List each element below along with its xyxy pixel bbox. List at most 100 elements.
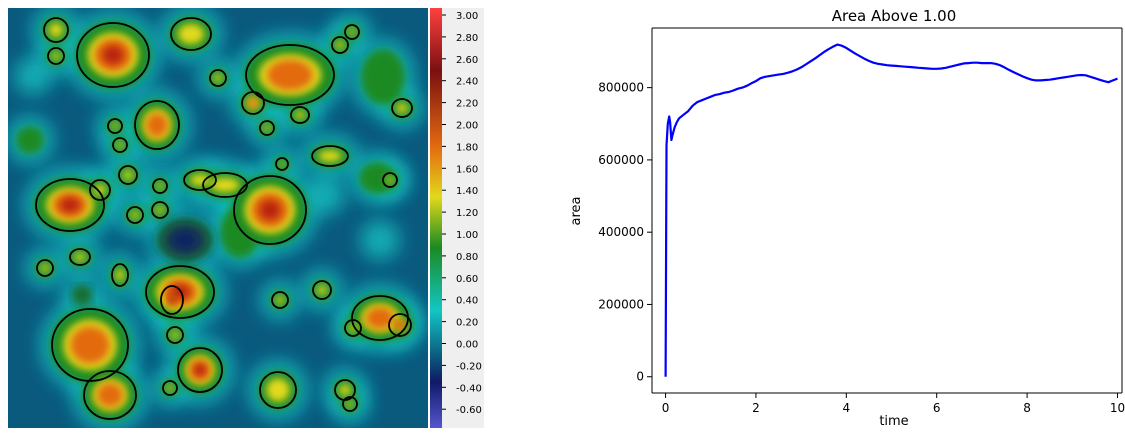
x-tick-label: 4	[843, 401, 851, 415]
contour-line	[202, 172, 248, 198]
contour-line	[107, 118, 123, 134]
y-tick-label: 400000	[598, 225, 644, 239]
field-core	[40, 263, 50, 273]
field-peak	[146, 112, 168, 138]
contour-line	[112, 137, 128, 153]
contour-line	[43, 17, 69, 43]
contour-line	[69, 248, 91, 266]
contour-line	[177, 347, 223, 393]
chart-title: Area Above 1.00	[832, 7, 957, 25]
colorbar-tick-label: 1.60	[456, 164, 478, 175]
field-max	[397, 322, 403, 328]
contour-line	[126, 206, 144, 224]
field-blobs	[8, 8, 424, 428]
y-axis-label: area	[569, 197, 584, 226]
contour-line	[271, 291, 289, 309]
field-core	[166, 384, 174, 392]
field-core	[111, 122, 119, 130]
field-halo	[305, 175, 345, 215]
x-axis-label: time	[879, 414, 908, 429]
contour-line	[388, 313, 412, 337]
scalar-field-panel: 3.00 2.80 2.60 2.40 2.20 2.00 1.80 1.60 1.40 1.20…	[0, 0, 520, 429]
contour-line	[311, 145, 349, 167]
field-max	[259, 200, 281, 220]
field-core	[348, 323, 358, 333]
colorbar-tick-label: 2.00	[456, 121, 478, 132]
field-halo	[14, 57, 52, 95]
contour-line	[47, 47, 65, 65]
contour-line	[36, 259, 54, 277]
x-tick-label: 0	[662, 401, 670, 415]
colorbar	[430, 8, 442, 428]
contour-line	[382, 172, 398, 188]
x-tick-label: 6	[933, 401, 941, 415]
contour-line	[166, 326, 184, 344]
colorbar-tick-label: 0.40	[456, 296, 478, 307]
contour-line	[245, 44, 335, 106]
field-core	[156, 182, 164, 190]
contour-line	[76, 22, 150, 88]
field-max	[60, 197, 80, 213]
colorbar-tick-label: 1.20	[456, 208, 478, 219]
field-core	[115, 268, 125, 282]
field-core	[348, 28, 356, 36]
contour-line	[162, 380, 178, 396]
field-max	[194, 364, 206, 376]
colorbar-tick-label: -0.60	[456, 405, 482, 416]
contour-line	[259, 371, 297, 409]
contour-line	[145, 265, 215, 319]
contour-line	[134, 100, 180, 150]
contour-line	[183, 169, 217, 191]
field-core	[339, 384, 351, 396]
field-ring	[361, 49, 405, 105]
field-core	[116, 141, 124, 149]
colorbar-tick-label: 0.80	[456, 252, 478, 263]
field-core	[318, 150, 342, 162]
field-max	[102, 46, 124, 64]
contour-line	[160, 285, 184, 315]
field-core	[396, 102, 408, 114]
field-peak	[248, 98, 258, 108]
contour-line	[151, 201, 169, 219]
contour-line	[118, 165, 138, 185]
field-core	[386, 176, 394, 184]
field-peak	[365, 307, 395, 329]
contour-line	[89, 179, 111, 201]
y-tick-label: 800000	[598, 81, 644, 95]
contour-line	[259, 120, 275, 136]
field-core	[74, 252, 86, 262]
field-peak	[96, 382, 124, 408]
colorbar-label-strip	[442, 8, 484, 428]
contour-line	[241, 91, 265, 115]
x-tick-label: 2	[752, 401, 760, 415]
field-core	[48, 22, 64, 38]
field-core	[266, 378, 290, 402]
y-tick-label: 200000	[598, 297, 644, 311]
colorbar-tick-label: 0.00	[456, 340, 478, 351]
x-tick-label: 10	[1110, 401, 1125, 415]
contour-line	[331, 36, 349, 54]
field-minimum	[161, 222, 209, 258]
field-core	[279, 161, 285, 167]
contour-line	[170, 17, 212, 51]
field-core	[177, 23, 205, 45]
colorbar-tick-label: 2.60	[456, 55, 478, 66]
colorbar-tick-label: 2.80	[456, 33, 478, 44]
field-peak	[266, 59, 314, 91]
colorbar-tick-label: -0.20	[456, 361, 482, 372]
colorbar-tick-label: 2.40	[456, 77, 478, 88]
y-tick-label: 0	[636, 370, 644, 384]
colorbar-tick-label: -0.40	[456, 383, 482, 394]
contour-line	[391, 98, 413, 118]
field-core	[94, 184, 106, 196]
contour-line	[233, 175, 307, 245]
field-core	[316, 284, 328, 296]
field-ring	[16, 126, 44, 154]
field-core	[51, 51, 61, 61]
contour-line	[344, 319, 362, 337]
colorbar-tick-label: 0.20	[456, 318, 478, 329]
field-core	[346, 400, 354, 408]
area-line-chart: Area Above 1.00 time area 0 2 4 6 8 10 0 200000…	[569, 7, 1125, 429]
field-minimum	[76, 289, 88, 301]
contour-line	[111, 263, 129, 287]
